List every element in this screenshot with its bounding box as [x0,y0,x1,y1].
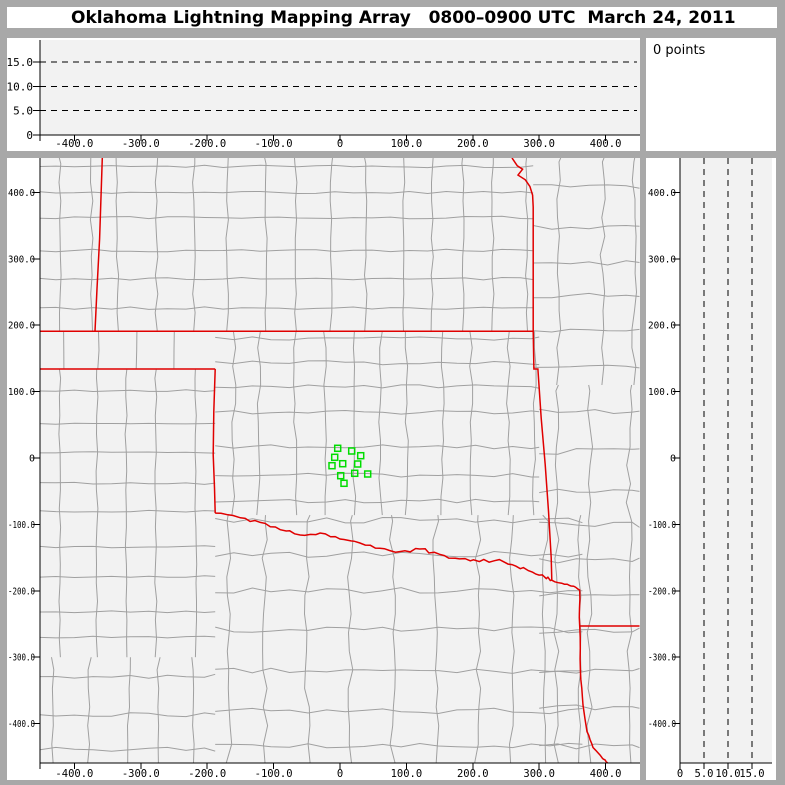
plan-view-map-panel[interactable]: -400.0 -400.0 -300.0 -300.0 -200.0 -200.0 -100… [7,158,640,780]
points-count-panel: 0 points [646,38,776,151]
svg-text:300.0: 300.0 [523,768,555,780]
svg-text:200.0: 200.0 [457,768,489,780]
county-lines [40,158,640,763]
lma-station-marker [350,469,359,478]
svg-text:100.0: 100.0 [391,768,423,780]
lma-station-marker [363,470,372,478]
svg-text:400.0: 400.0 [8,188,35,199]
svg-text:15.0: 15.0 [739,768,764,780]
title-bar: Oklahoma Lightning Mapping Array 0800–09… [7,7,777,28]
svg-text:300.0: 300.0 [648,254,676,265]
svg-text:0: 0 [26,129,33,142]
svg-text:300.0: 300.0 [8,254,35,265]
lma-station-marker [336,471,345,480]
altitude-dashed-gridlines [40,61,637,112]
svg-text:10.0: 10.0 [7,80,33,93]
svg-text:100.0: 100.0 [648,387,676,398]
lma-station-marker [353,460,362,468]
altitude-northsouth-panel[interactable]: -400.0 -300.0 -200.0 -100.0 0 100.0 200.0 300.0… [646,158,776,780]
lma-station-markers [328,444,372,488]
svg-text:400.0: 400.0 [590,138,622,150]
svg-text:400.0: 400.0 [590,768,622,780]
svg-text:200.0: 200.0 [648,321,676,332]
svg-text:0: 0 [29,454,35,465]
lma-station-marker [328,461,336,470]
lma-station-marker [338,459,347,468]
window-title: Oklahoma Lightning Mapping Array 0800–09… [71,8,736,28]
svg-text:-200.0: -200.0 [8,586,35,597]
svg-text:-100.0: -100.0 [255,768,293,780]
plan-view-axes: -400.0 -400.0 -300.0 -300.0 -200.0 -200.0 -100… [8,158,640,780]
svg-text:0: 0 [670,454,676,465]
svg-text:-400.0: -400.0 [648,719,676,730]
svg-text:5.0: 5.0 [13,105,33,118]
svg-text:0: 0 [337,138,343,150]
svg-text:15.0: 15.0 [7,56,33,69]
svg-text:-100.0: -100.0 [255,138,293,150]
svg-text:5.0: 5.0 [695,768,714,780]
svg-text:100.0: 100.0 [391,138,423,150]
altitude-dashed-gridlines [703,158,753,763]
lma-station-marker [330,453,339,462]
altitude-ns-axes: -400.0 -300.0 -200.0 -100.0 0 100.0 200.0 300.0… [648,158,772,780]
svg-text:300.0: 300.0 [523,138,555,150]
svg-text:-300.0: -300.0 [122,138,160,150]
svg-text:-400.0: -400.0 [8,719,35,730]
svg-text:-200.0: -200.0 [188,768,226,780]
svg-text:-300.0: -300.0 [648,653,676,664]
svg-text:400.0: 400.0 [648,188,676,199]
altitude-northsouth-plot[interactable]: -400.0 -300.0 -200.0 -100.0 0 100.0 200.0 300.0… [646,158,776,780]
svg-text:-100.0: -100.0 [8,520,35,531]
state-borders [40,158,640,763]
altitude-eastwest-plot[interactable]: 0 5.0 10.0 15.0 -400.0 -300.0 -200.0 -100.0 0 100… [7,38,640,151]
svg-text:-400.0: -400.0 [55,768,93,780]
svg-text:-300.0: -300.0 [8,653,35,664]
svg-text:0: 0 [337,768,343,780]
svg-text:-200.0: -200.0 [188,138,226,150]
svg-text:-100.0: -100.0 [648,520,676,531]
svg-text:10.0: 10.0 [715,768,740,780]
lma-station-marker [356,451,365,460]
svg-text:200.0: 200.0 [8,321,35,332]
svg-text:-200.0: -200.0 [648,586,676,597]
svg-text:-300.0: -300.0 [122,768,160,780]
lma-station-marker [333,444,342,453]
plan-view-map-plot[interactable]: -400.0 -400.0 -300.0 -300.0 -200.0 -200.0 -100… [7,158,640,780]
points-count-label: 0 points [653,43,706,58]
svg-text:-400.0: -400.0 [55,138,93,150]
svg-text:100.0: 100.0 [8,387,35,398]
altitude-ew-axes: 0 5.0 10.0 15.0 -400.0 -300.0 -200.0 -100.0 0 100… [7,40,640,150]
altitude-eastwest-panel[interactable]: 0 5.0 10.0 15.0 -400.0 -300.0 -200.0 -100.0 0 100… [7,38,640,151]
lma-station-marker [347,447,356,455]
svg-text:0: 0 [677,768,683,780]
lma-station-marker [340,479,348,488]
svg-text:200.0: 200.0 [457,138,489,150]
